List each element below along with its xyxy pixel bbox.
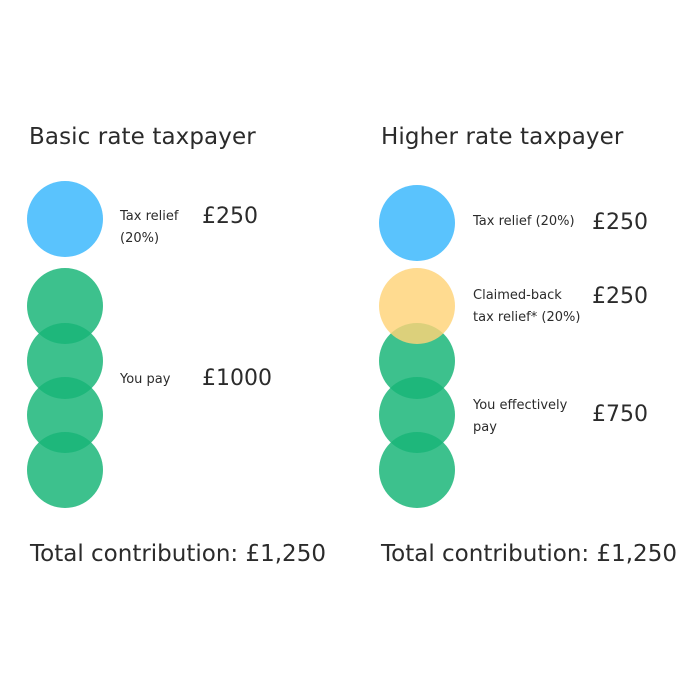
- higher-total-contribution: Total contribution: £1,250: [381, 541, 677, 567]
- higher-tax-relief-amount: £250: [592, 210, 648, 235]
- higher-effectively-pay-label: You effectively pay: [473, 395, 567, 439]
- basic-tax-relief-circle: [27, 181, 103, 257]
- higher-claimed-back-amount: £250: [592, 284, 648, 309]
- basic-tax-relief-label: Tax relief (20%): [120, 206, 178, 250]
- higher-you-pay-circle-3: [379, 432, 455, 508]
- higher-tax-relief-label: Tax relief (20%): [473, 214, 575, 229]
- higher-effectively-pay-amount: £750: [592, 402, 648, 427]
- higher-effectively-pay-label-line2: pay: [473, 420, 497, 435]
- higher-claimed-back-circle: [379, 268, 455, 344]
- basic-total-contribution: Total contribution: £1,250: [30, 541, 326, 567]
- higher-claimed-back-label-line2: tax relief* (20%): [473, 310, 581, 325]
- basic-tax-relief-label-line2: (20%): [120, 231, 160, 246]
- higher-tax-relief-circle: [379, 185, 455, 261]
- basic-rate-title: Basic rate taxpayer: [29, 124, 256, 150]
- higher-rate-title: Higher rate taxpayer: [381, 124, 624, 150]
- higher-claimed-back-label: Claimed-back tax relief* (20%): [473, 285, 580, 329]
- basic-you-pay-amount: £1000: [202, 366, 272, 391]
- basic-tax-relief-label-line1: Tax relief: [120, 209, 179, 224]
- higher-effectively-pay-label-line1: You effectively: [473, 398, 568, 413]
- basic-tax-relief-amount: £250: [202, 204, 258, 229]
- basic-you-pay-label: You pay: [120, 372, 171, 387]
- higher-claimed-back-label-line1: Claimed-back: [473, 288, 562, 303]
- basic-you-pay-circle-4: [27, 432, 103, 508]
